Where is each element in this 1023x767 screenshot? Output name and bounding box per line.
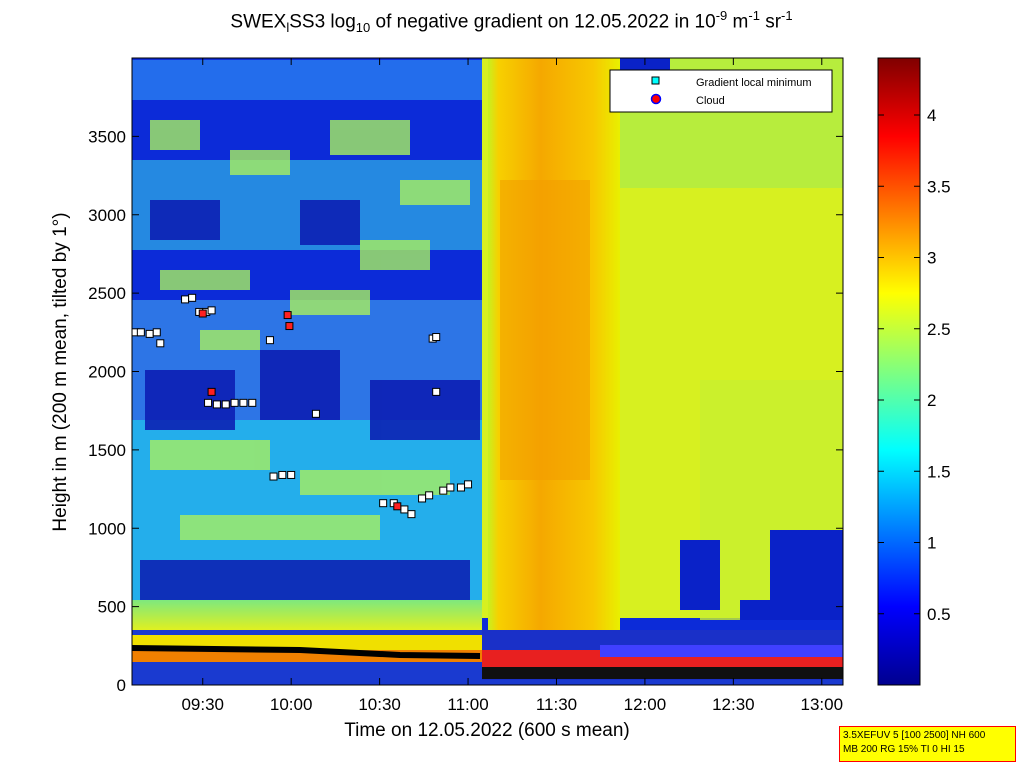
y-tick-label: 0: [117, 676, 126, 695]
gradient-minimum-marker: [152, 328, 161, 337]
gradient-minimum-marker: [207, 306, 216, 315]
x-tick-label: 11:30: [536, 695, 577, 714]
gradient-minimum-marker: [188, 293, 197, 302]
gradient-minimum-marker: [400, 505, 409, 514]
colorbar-tick-label: 3.5: [927, 177, 951, 196]
gradient-minimum-marker: [212, 400, 221, 409]
gradient-minimum-marker: [248, 398, 257, 407]
gradient-minimum-marker: [136, 328, 145, 337]
y-tick-label: 2000: [88, 363, 126, 382]
gradient-minimum-marker: [221, 400, 230, 409]
gradient-minimum-marker: [418, 494, 427, 503]
x-tick-label: 13:00: [801, 695, 844, 714]
colorbar-tick-label: 0.5: [927, 605, 951, 624]
legend: Gradient local minimum Cloud: [609, 69, 833, 113]
y-tick-label: 3000: [88, 206, 126, 225]
cloud-marker: [283, 311, 292, 320]
cloud-marker: [285, 322, 294, 331]
colorbar-ticks: 0.5 1 1.5 2 2.5 3 3.5 4: [878, 106, 951, 624]
x-tick-label: 10:00: [270, 695, 313, 714]
y-tick-label: 2500: [88, 284, 126, 303]
chart-title: SWEXlSS3 log10 of negative gradient on 1…: [230, 8, 793, 36]
gradient-minimum-marker: [269, 472, 278, 481]
legend-cloud-label: Cloud: [696, 95, 725, 107]
y-axis: 0 500 1000 1500 2000 2500 3000 3500: [88, 127, 843, 695]
gradient-minimum-marker: [239, 398, 248, 407]
colorbar: [877, 57, 921, 686]
gradient-minimum-marker: [230, 398, 239, 407]
legend-minimum-marker: [651, 76, 660, 85]
gradient-minimum-marker: [407, 510, 416, 519]
x-tick-label: 12:30: [712, 695, 755, 714]
info-line-2: MB 200 RG 15% TI 0 HI 15: [843, 744, 965, 755]
cloud-marker: [393, 502, 402, 511]
x-tick-label: 12:00: [624, 695, 667, 714]
x-tick-label: 09:30: [181, 695, 224, 714]
gradient-minimum-marker: [446, 483, 455, 492]
colorbar-tick-label: 2: [927, 391, 936, 410]
legend-minimum-label: Gradient local minimum: [696, 77, 812, 89]
y-axis-label: Height in m (200 m mean, tilted by 1°): [50, 212, 71, 531]
info-line-1: 3.5XEFUV 5 [100 2500] NH 600: [843, 730, 986, 741]
heatmap-field: [132, 58, 843, 685]
colorbar-tick-label: 1.5: [927, 462, 951, 481]
gradient-minimum-marker: [311, 409, 320, 418]
x-axis: 09:30 10:00 10:30 11:00 11:30 12:00 12:30 13:00: [181, 58, 843, 714]
legend-cloud-marker: [650, 93, 662, 105]
colorbar-tick-label: 4: [927, 106, 936, 125]
gradient-minimum-marker: [278, 470, 287, 479]
gradient-minimum-marker: [181, 295, 190, 304]
gradient-minimum-marker: [432, 387, 441, 396]
settings-info-box: 3.5XEFUV 5 [100 2500] NH 600 MB 200 RG 1…: [839, 726, 1016, 762]
gradient-minimum-marker: [425, 491, 434, 500]
gradient-minimum-marker: [456, 483, 465, 492]
gradient-minimum-marker: [439, 486, 448, 495]
colorbar-tick-label: 2.5: [927, 320, 951, 339]
colorbar-tick-label: 1: [927, 534, 936, 553]
y-tick-label: 1500: [88, 441, 126, 460]
x-axis-label: Time on 12.05.2022 (600 s mean): [344, 720, 630, 741]
y-tick-label: 1000: [88, 519, 126, 538]
gradient-minimum-marker: [432, 333, 441, 342]
gradient-minimum-marker: [379, 499, 388, 508]
y-tick-label: 3500: [88, 127, 126, 146]
gradient-minimum-marker: [156, 339, 165, 348]
x-tick-label: 10:30: [358, 695, 401, 714]
gradient-minimum-marker: [145, 329, 154, 338]
gradient-minimum-marker: [204, 398, 213, 407]
gradient-minimum-marker: [265, 336, 274, 345]
x-tick-label: 11:00: [447, 695, 488, 714]
gradient-minimum-marker: [464, 480, 473, 489]
gradient-minimum-marker: [287, 470, 296, 479]
cloud-marker: [207, 387, 216, 396]
y-tick-label: 500: [98, 598, 126, 617]
colorbar-tick-label: 3: [927, 249, 936, 268]
cloud-marker: [198, 309, 207, 318]
